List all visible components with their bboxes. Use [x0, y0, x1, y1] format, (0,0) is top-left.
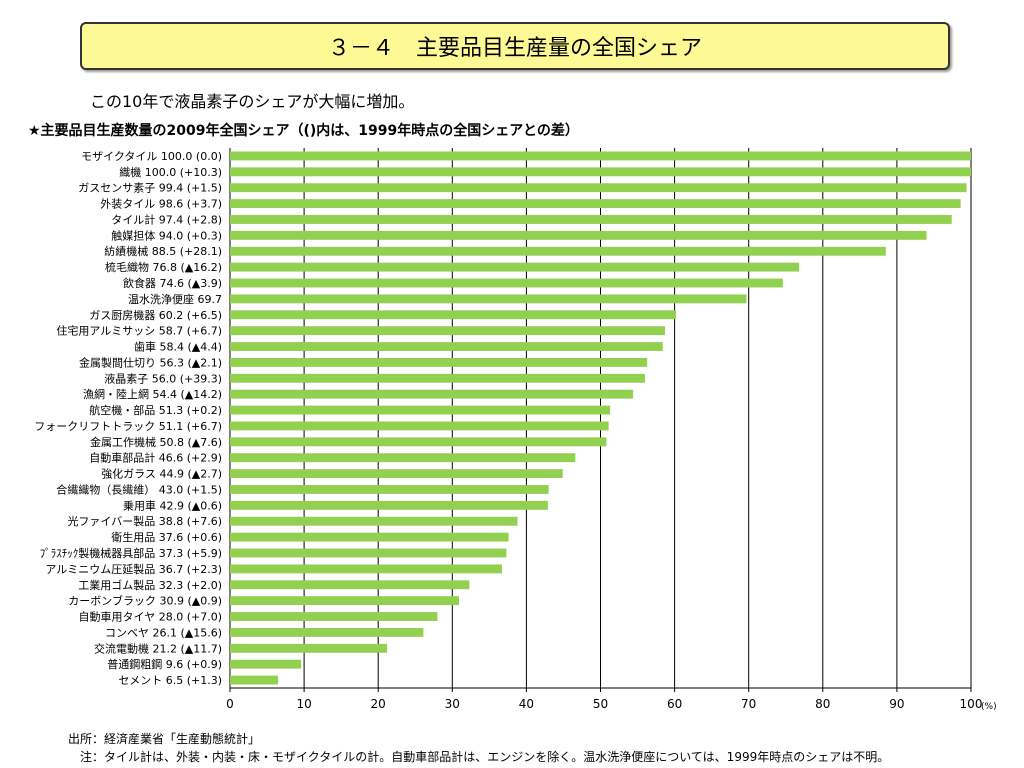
bar: [230, 643, 388, 653]
category-label: ガスセンサ素子 99.4 (+1.5): [78, 182, 222, 195]
x-tick-label: 40: [519, 697, 534, 711]
category-label: 交流電動機 21.2 (▲11.7): [94, 641, 222, 655]
category-label: 光ファイバー製品 38.8 (+7.6): [67, 514, 222, 528]
bar: [230, 389, 634, 399]
x-tick-label: 0: [226, 697, 234, 711]
bar: [230, 532, 509, 542]
category-label: 梳毛織物 76.8 (▲16.2): [105, 260, 222, 274]
source-note: 出所：経済産業省「生産動態統計」: [68, 732, 261, 746]
bar: [230, 580, 470, 590]
bar: [230, 326, 665, 336]
category-label: 強化ガラス 44.9 (▲2.7): [101, 467, 222, 481]
category-label: ﾌﾟﾗｽﾁｯｸ製機械器具部品 37.3 (+5.9): [40, 546, 222, 560]
bar: [230, 246, 886, 256]
category-label: 温水洗浄便座 69.7: [128, 292, 222, 306]
bar: [230, 342, 663, 351]
bar: [230, 596, 459, 606]
bar: [230, 469, 563, 479]
category-label: カーボンブラック 30.9 (▲0.9): [68, 594, 222, 608]
bar: [230, 215, 952, 224]
category-label: 航空機・部品 51.3 (+0.2): [89, 403, 222, 417]
bar: [230, 500, 548, 510]
chart-title: ★主要品目生産数量の2009年全国シェア（()内は、1999年時点の全国シェアと…: [28, 123, 579, 139]
category-label: 飲食器 74.6 (▲3.9): [123, 276, 222, 290]
bar: [230, 453, 576, 463]
category-label: 紡績機械 88.5 (+28.1): [104, 244, 222, 258]
bar: [230, 421, 609, 431]
category-label: フォークリフトトラック 51.1 (+6.7): [34, 420, 222, 433]
bar: [230, 151, 971, 161]
bar: [230, 516, 518, 526]
category-label: 金属工作機械 50.8 (▲7.6): [90, 435, 222, 449]
category-label: 工業用ゴム製品 32.3 (+2.0): [78, 578, 222, 592]
category-label: 液晶素子 56.0 (+39.3): [104, 371, 222, 385]
x-axis-unit: (%): [981, 702, 997, 712]
category-label: ガス厨房機器 60.2 (+6.5): [89, 308, 222, 322]
bar: [230, 262, 800, 272]
bar: [230, 199, 961, 209]
category-label: 外装タイル 98.6 (+3.7): [100, 198, 222, 211]
x-tick-label: 20: [371, 697, 386, 711]
category-label: 普通鋼粗鋼 9.6 (+0.9): [107, 657, 222, 671]
category-label: 乗用車 42.9 (▲0.6): [123, 498, 222, 512]
category-label: セメント 6.5 (+1.3): [118, 674, 222, 687]
bar: [230, 548, 507, 558]
x-tick-label: 100: [960, 697, 983, 711]
bar: [230, 357, 648, 367]
bar-chart: モザイクタイル 100.0 (0.0) 織機 100.0 (+10.3) ガスセンサ…: [34, 148, 997, 712]
bar: [230, 485, 549, 494]
category-label: 金属製間仕切り 56.3 (▲2.1): [79, 355, 222, 369]
slide-subtitle: この10年で液晶素子のシェアが大幅に増加。: [90, 92, 415, 111]
category-label: タイル計 97.4 (+2.8): [111, 212, 222, 226]
bar: [230, 564, 502, 574]
bar: [230, 627, 424, 637]
category-label: アルミニウム圧延製品 36.7 (+2.3): [45, 562, 222, 576]
category-label: 織機 100.0 (+10.3): [119, 165, 222, 179]
x-tick-label: 70: [741, 697, 756, 711]
x-tick-label: 30: [445, 697, 460, 711]
x-tick-label: 80: [815, 697, 830, 711]
category-label: 漁網・陸上網 54.4 (▲14.2): [83, 387, 222, 401]
bar: [230, 612, 438, 621]
category-label: 歯車 58.4 (▲4.4): [134, 340, 222, 354]
bar: [230, 373, 645, 383]
bar: [230, 405, 611, 415]
category-label: コンベヤ 26.1 (▲15.6): [105, 626, 222, 639]
bar: [230, 294, 747, 304]
category-label: 自動車部品計 46.6 (+2.9): [89, 451, 222, 465]
bar: [230, 167, 971, 177]
x-tick-label: 10: [296, 697, 311, 711]
bar: [230, 230, 927, 240]
category-label: 触媒担体 94.0 (+0.3): [111, 228, 222, 242]
x-tick-label: 60: [667, 697, 682, 711]
category-label: 合繊織物（長繊維） 43.0 (+1.5): [56, 482, 222, 496]
bar: [230, 437, 607, 447]
category-label: 住宅用アルミサッシ 58.7 (+6.7): [56, 324, 222, 338]
footnote: 注：タイル計は、外装・内装・床・モザイクタイルの計。自動車部品計は、エンジンを除…: [80, 750, 890, 764]
x-tick-label: 50: [593, 697, 608, 711]
category-label: 自動車用タイヤ 28.0 (+7.0): [79, 610, 222, 624]
bar: [230, 183, 967, 193]
x-tick-label: 90: [889, 697, 904, 711]
slide-title-box: ３－４ 主要品目生産量の全国シェア: [80, 22, 950, 70]
bar: [230, 659, 302, 669]
category-label: 衛生用品 37.6 (+0.6): [111, 530, 222, 544]
bar: [230, 675, 279, 685]
category-label: モザイクタイル 100.0 (0.0): [81, 150, 222, 163]
slide-title: ３－４ 主要品目生産量の全国シェア: [327, 36, 702, 61]
bar: [230, 310, 677, 320]
bar: [230, 278, 783, 288]
